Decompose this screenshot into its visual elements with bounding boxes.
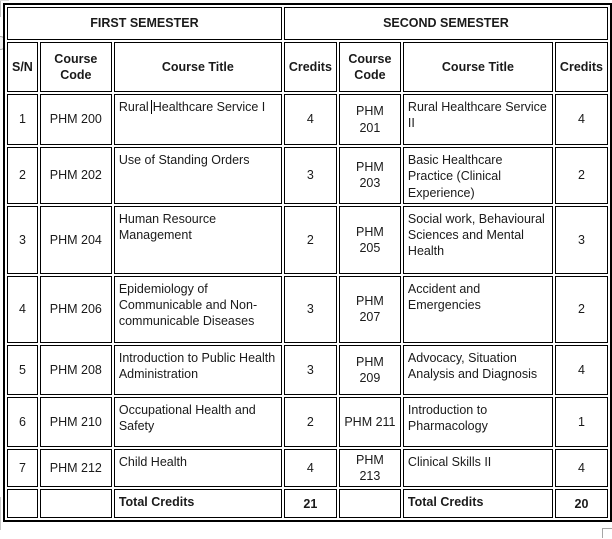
cell-course-title-2[interactable]: Rural Healthcare Service II [402,94,553,145]
cell-sn[interactable]: 4 [7,275,38,343]
total-credits-row: Total Credits 21 Total Credits 20 [7,489,608,519]
cell-credits-1[interactable]: 3 [283,147,337,204]
table-resize-handle-icon[interactable] [602,528,612,538]
cell-credits-1[interactable]: 3 [283,275,337,343]
cell-course-code-1[interactable]: PHM 208 [39,344,112,395]
cell-credits-2[interactable]: 2 [554,275,608,343]
cell-sn[interactable]: 6 [7,396,38,447]
cell-course-code-2[interactable]: PHM 207 [338,275,401,343]
cell-credits-2[interactable]: 4 [554,344,608,395]
cell-course-title-2[interactable]: Basic Healthcare Practice (Clinical Expe… [402,147,553,204]
cell-sn[interactable]: 3 [7,205,38,274]
total-credits-label-2[interactable]: Total Credits [402,489,553,519]
second-semester-header[interactable]: SECOND SEMESTER [283,7,608,40]
cell-credits-2[interactable]: 3 [554,205,608,274]
cell-credits-1[interactable]: 2 [283,396,337,447]
cell-credits-2[interactable]: 1 [554,396,608,447]
cell-course-code-1[interactable]: PHM 204 [39,205,112,274]
cell-sn[interactable]: 2 [7,147,38,204]
cell-course-title-1[interactable]: Epidemiology of Communicable and Non-com… [113,275,282,343]
total-credits-label-1[interactable]: Total Credits [113,489,282,519]
cell-credits-1[interactable]: 2 [283,205,337,274]
cell-course-title-1[interactable]: Rural Healthcare Service I [113,94,282,145]
page-edge-mark-bottom [0,497,1,530]
semester-header-row: FIRST SEMESTER SECOND SEMESTER [7,7,608,40]
cell-credits-2[interactable]: 4 [554,94,608,145]
title-text-before-caret: Rural [118,100,149,114]
cell-course-code-2[interactable]: PHM 201 [338,94,401,145]
cell-credits-2[interactable]: 4 [554,448,608,488]
table-row: 5 PHM 208 Introduction to Public Health … [7,344,608,395]
cell-credits-1[interactable]: 4 [283,448,337,488]
col-header-course-title-1[interactable]: Course Title [113,42,282,92]
table-row: 1 PHM 200 Rural Healthcare Service I 4 PH… [7,94,608,145]
cell-credits-1[interactable]: 4 [283,94,337,145]
cell-course-title-1[interactable]: Introduction to Public Health Administra… [113,344,282,395]
col-header-credits-2[interactable]: Credits [554,42,608,92]
first-semester-header[interactable]: FIRST SEMESTER [7,7,282,40]
title-text-after-caret: Healthcare Service I [152,100,266,114]
table-row: 6 PHM 210 Occupational Health and Safety… [7,396,608,447]
cell-credits-1[interactable]: 3 [283,344,337,395]
col-header-course-code-2[interactable]: Course Code [338,42,401,92]
cell-course-title-2[interactable]: Social work, Behavioural Sciences and Me… [402,205,553,274]
course-credits-table: FIRST SEMESTER SECOND SEMESTER S/N Cours… [3,3,612,523]
page-edge-mark [0,0,1,17]
cell-course-code-2[interactable]: PHM 203 [338,147,401,204]
cell-sn[interactable]: 5 [7,344,38,395]
cell-course-code-2[interactable]: PHM 211 [338,396,401,447]
col-header-sn[interactable]: S/N [7,42,38,92]
text-cursor-icon [150,100,152,114]
cell-course-title-1[interactable]: Occupational Health and Safety [113,396,282,447]
cell-course-title-2[interactable]: Clinical Skills II [402,448,553,488]
cell-course-code-1[interactable]: PHM 210 [39,396,112,447]
cell-credits-2[interactable]: 2 [554,147,608,204]
column-header-row: S/N Course Code Course Title Credits Cou… [7,42,608,92]
col-header-credits-1[interactable]: Credits [283,42,337,92]
total-credits-value-2[interactable]: 20 [554,489,608,519]
cell-course-code-1[interactable]: PHM 202 [39,147,112,204]
cell-sn[interactable]: 1 [7,94,38,145]
cell-sn[interactable]: 7 [7,448,38,488]
cell-course-code-2[interactable]: PHM 205 [338,205,401,274]
cell-course-code-1[interactable]: PHM 212 [39,448,112,488]
col-header-course-title-2[interactable]: Course Title [402,42,553,92]
cell-course-code-1[interactable]: PHM 200 [39,94,112,145]
cell-course-code-2[interactable]: PHM 213 [338,448,401,488]
table-row: 2 PHM 202 Use of Standing Orders 3 PHM 2… [7,147,608,204]
cell-course-code-1-empty[interactable] [39,489,112,519]
cell-course-title-1[interactable]: Use of Standing Orders [113,147,282,204]
cell-course-title-1[interactable]: Child Health [113,448,282,488]
col-header-course-code-1[interactable]: Course Code [39,42,112,92]
cell-course-title-2[interactable]: Advocacy, Situation Analysis and Diagnos… [402,344,553,395]
table-row: 4 PHM 206 Epidemiology of Communicable a… [7,275,608,343]
table-row: 3 PHM 204 Human Resource Management 2 PH… [7,205,608,274]
cell-course-title-2[interactable]: Introduction to Pharmacology [402,396,553,447]
cell-course-code-2-empty[interactable] [338,489,401,519]
page-edge-mark-top [0,0,9,1]
cell-course-code-2[interactable]: PHM 209 [338,344,401,395]
cell-course-title-1[interactable]: Human Resource Management [113,205,282,274]
total-credits-value-1[interactable]: 21 [283,489,337,519]
cell-course-code-1[interactable]: PHM 206 [39,275,112,343]
cell-sn-empty[interactable] [7,489,38,519]
cell-course-title-2[interactable]: Accident and Emergencies [402,275,553,343]
table-row: 7 PHM 212 Child Health 4 PHM 213 Clinica… [7,448,608,488]
